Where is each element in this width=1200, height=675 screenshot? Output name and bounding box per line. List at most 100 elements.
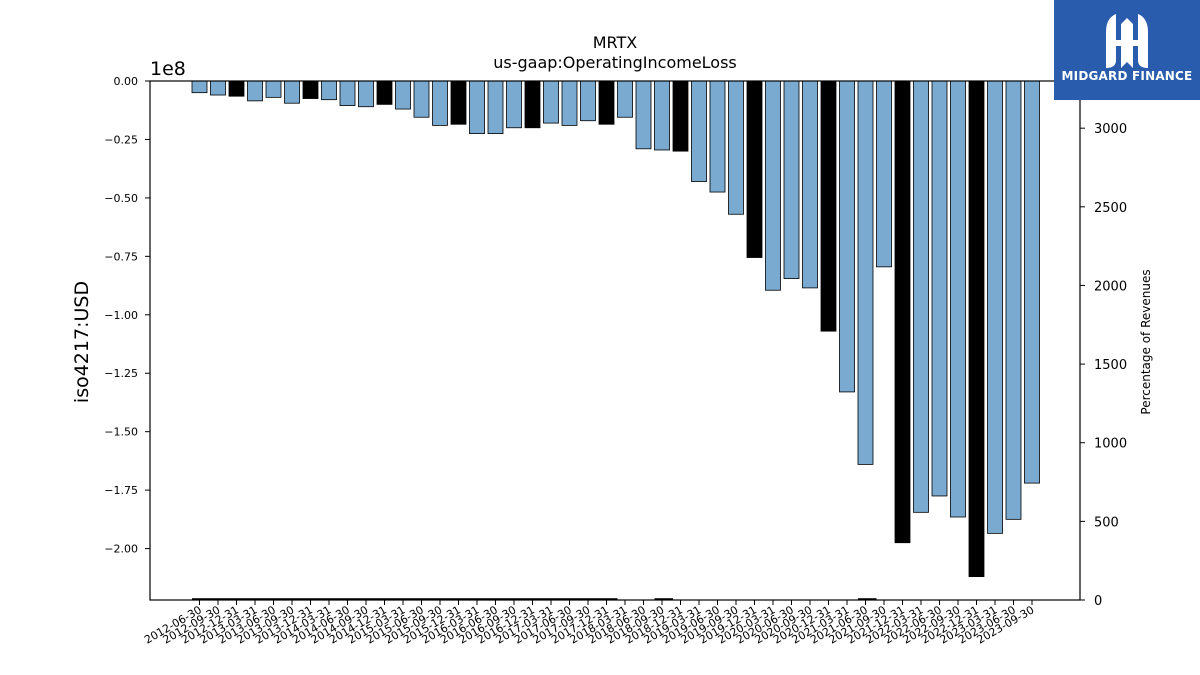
bar-2018-12-31 [672,80,689,152]
bar-2013-12-31 [302,80,319,99]
bar-2018-06-30 [635,80,652,150]
y-axis-multiplier: 1e8 [150,58,186,80]
bar-2020-06-30 [783,80,800,279]
pct-mark-2016-03-31 [469,598,488,600]
pct-mark-2013-09-30 [284,598,303,600]
y-tick-label: −1.75 [104,484,138,497]
pct-mark-2018-09-30 [654,598,673,600]
pct-mark-2016-09-30 [506,598,525,600]
bar-2020-12-31 [820,80,837,332]
bar-2019-12-31 [746,80,763,258]
y-tick-label: −1.00 [104,309,138,322]
pct-mark-2016-06-30 [488,598,507,600]
bar-2019-09-30 [728,80,744,215]
bar-2014-12-31 [376,80,393,105]
y2-tick-label: 3000 [1094,122,1127,137]
bar-2014-06-30 [339,80,356,106]
bar-2017-12-31 [598,80,615,125]
pct-mark-2017-06-30 [562,598,581,600]
pct-mark-2013-12-31 [303,598,322,600]
y2-tick-label: 1000 [1094,437,1127,452]
y2-tick-label: 2500 [1094,201,1127,216]
bar-2012-12-31 [228,80,245,97]
pct-mark-2013-03-31 [247,598,266,600]
bar-2022-12-31 [968,80,985,578]
bar-2021-12-31 [894,80,911,544]
bar-2012-06-30 [191,80,208,94]
pct-mark-2014-12-31 [377,598,396,600]
pct-mark-2014-03-31 [321,598,340,600]
y-tick-label: −2.00 [104,543,138,556]
bar-2016-09-30 [506,80,522,129]
bar-2014-09-30 [358,80,374,108]
y-axis-label: iso4217:USD [71,281,93,403]
bars-layer [191,80,1040,578]
y2-tick-label: 0 [1094,594,1102,609]
pct-mark-2012-12-31 [229,598,248,600]
pct-mark-2014-09-30 [358,598,377,600]
pct-mark-2017-03-31 [543,598,562,600]
y2-tick-label: 2000 [1094,279,1127,294]
pct-mark-2021-06-30 [858,598,877,600]
pct-mark-2015-09-30 [432,598,451,600]
bar-2016-12-31 [524,80,541,129]
bar-2022-03-31 [913,80,929,513]
bar-2019-06-30 [709,80,726,193]
pct-mark-2012-09-30 [210,598,229,600]
percentage-layer [192,598,877,600]
chart-title: MRTX [593,33,638,52]
y2-axis-label: Percentage of Revenues [1139,269,1153,414]
pct-mark-2017-09-30 [580,598,599,600]
y-tick-label: −1.25 [104,367,138,380]
bar-2018-09-30 [654,80,670,151]
bar-2020-03-31 [765,80,781,291]
y2-tick-label: 500 [1094,515,1119,530]
y-tick-label: 0.00 [114,75,139,88]
bar-2017-03-31 [543,80,559,124]
pct-mark-2015-12-31 [451,598,470,600]
bar-2021-03-31 [839,80,855,393]
y-tick-label: −0.75 [104,250,138,263]
bar-2013-06-30 [265,80,282,98]
y-tick-label: −1.50 [104,426,138,439]
bar-2021-06-30 [857,80,874,465]
bar-2015-03-31 [395,80,411,110]
chart-subtitle: us-gaap:OperatingIncomeLoss [493,53,737,72]
bar-2020-09-30 [802,80,818,289]
bar-2022-09-30 [950,80,966,518]
y-tick-label: −0.25 [104,133,138,146]
midgard-logo-icon [1106,14,1148,68]
bar-2016-06-30 [487,80,504,134]
pct-mark-2015-06-30 [414,598,433,600]
bar-2015-06-30 [413,80,430,118]
bar-2014-03-31 [321,80,337,101]
logo-text: MIDGARD FINANCE [1061,69,1193,83]
pct-mark-2012-06-30 [192,598,211,600]
pct-mark-2015-03-31 [395,598,414,600]
pct-mark-2017-12-31 [599,598,618,600]
bar-2013-03-31 [247,80,263,102]
bar-2016-03-31 [469,80,485,134]
pct-mark-2016-12-31 [525,598,544,600]
bar-2021-09-30 [876,80,892,268]
plot-frame [149,80,1081,601]
pct-mark-2014-06-30 [340,598,359,600]
pct-mark-2013-06-30 [266,598,285,600]
bar-2023-03-31 [987,80,1003,534]
midgard-finance-logo: MIDGARD FINANCE [1054,0,1200,100]
bar-2012-09-30 [210,80,226,96]
bar-2015-09-30 [432,80,448,126]
bar-2013-09-30 [284,80,300,104]
bar-2017-06-30 [561,80,578,126]
bar-2023-09-30 [1024,80,1040,484]
bar-2015-12-31 [450,80,467,125]
y2-tick-label: 1500 [1094,358,1127,373]
bar-2023-06-30 [1005,80,1022,520]
axes-layer: 0.00 −0.25 −0.50 −0.75 −1.00 −1.25 −1.50 −1.75 −… [104,75,1127,647]
bar-2017-09-30 [580,80,596,122]
bar-2022-06-30 [931,80,948,497]
bar-2018-03-31 [617,80,633,118]
y-tick-label: −0.50 [104,192,138,205]
bar-2019-03-31 [691,80,707,182]
